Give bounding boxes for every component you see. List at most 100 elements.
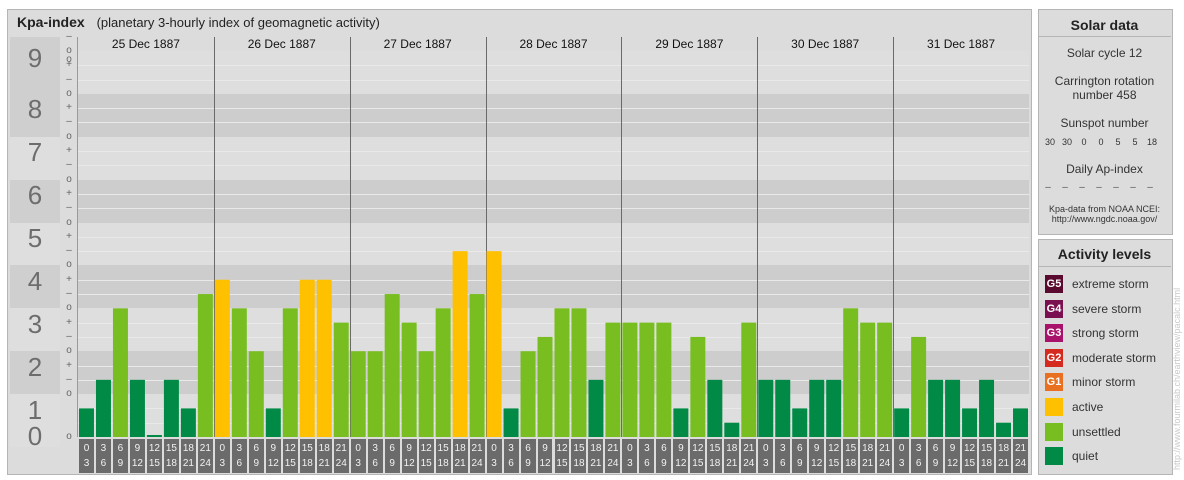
interval-end: 12 xyxy=(539,458,551,469)
interval-end: 24 xyxy=(471,458,483,469)
kp-band-4 xyxy=(78,222,1029,266)
sub-tick-mark: o xyxy=(66,388,72,400)
time-interval-cell: 12 15 xyxy=(418,439,434,473)
time-interval-cell: 18 21 xyxy=(180,439,196,473)
interval-start: 3 xyxy=(915,443,922,454)
grid-line xyxy=(78,251,1029,253)
y-tick-label: 6 xyxy=(27,180,43,211)
legend-label: quiet xyxy=(1072,449,1099,464)
interval-start: 12 xyxy=(420,443,432,454)
interval-start: 18 xyxy=(318,443,330,454)
sub-tick-mark: + xyxy=(66,187,72,199)
time-interval-cell: 18 21 xyxy=(996,439,1011,473)
sub-tick-mark: – xyxy=(66,330,72,342)
time-interval-cell: 21 24 xyxy=(469,439,485,473)
interval-start: 18 xyxy=(726,443,738,454)
interval-end: 21 xyxy=(590,458,602,469)
interval-start: 21 xyxy=(335,443,347,454)
time-interval-cell: 18 21 xyxy=(860,439,876,473)
solar-data-heading: Solar data xyxy=(1070,17,1139,33)
interval-end: 3 xyxy=(627,458,633,469)
grid-line xyxy=(78,236,1029,238)
grid-line xyxy=(78,208,1029,210)
grid-line xyxy=(78,151,1029,153)
interval-end: 18 xyxy=(845,458,857,469)
interval-start: 15 xyxy=(709,443,721,454)
legend-label: extreme storm xyxy=(1072,277,1149,291)
interval-start: 21 xyxy=(471,443,483,454)
interval-start: 3 xyxy=(372,443,378,454)
sub-tick-mark: + xyxy=(66,359,72,371)
sub-tick-mark: o xyxy=(66,87,72,99)
grid-line xyxy=(78,379,1029,381)
interval-start: 6 xyxy=(389,443,395,454)
interval-end: 9 xyxy=(525,458,531,469)
time-interval-cell: 9 12 xyxy=(401,439,417,473)
interval-start: 3 xyxy=(644,443,650,454)
interval-end: 9 xyxy=(661,458,667,469)
interval-start: 0 xyxy=(219,443,226,454)
legend-label: minor storm xyxy=(1072,375,1136,390)
interval-start: 15 xyxy=(980,443,993,454)
interval-end: 12 xyxy=(267,458,279,469)
time-interval-cell: 12 15 xyxy=(146,439,162,473)
kp-axis-cell xyxy=(10,93,60,137)
time-interval-cell: 15 18 xyxy=(843,439,859,473)
interval-start: 12 xyxy=(963,443,976,454)
interval-start: 21 xyxy=(607,443,619,454)
interval-end: 15 xyxy=(828,458,840,469)
interval-start: 0 xyxy=(355,443,361,454)
time-interval-cell: 9 12 xyxy=(129,439,145,473)
interval-end: 18 xyxy=(573,458,585,469)
interval-end: 6 xyxy=(100,458,107,469)
sub-tick-mark: + xyxy=(66,145,72,157)
sub-tick-mark: o xyxy=(66,173,72,185)
solar-data-panel xyxy=(1038,9,1173,235)
time-interval-cell: 15 18 xyxy=(571,439,587,473)
interval-end: 15 xyxy=(148,458,160,469)
activity-levels-heading: Activity levels xyxy=(1057,246,1152,262)
legend-swatch: G3 xyxy=(1045,324,1063,343)
time-interval-cell: 18 21 xyxy=(588,439,604,473)
time-interval-cell: 15 18 xyxy=(163,439,179,473)
sub-tick-mark: + xyxy=(66,59,72,71)
day-divider xyxy=(485,37,487,437)
time-interval-cell: 12 15 xyxy=(554,439,570,473)
interval-start: 18 xyxy=(454,443,466,454)
interval-start: 6 xyxy=(117,443,124,454)
sub-tick-mark: o xyxy=(66,130,72,142)
interval-start: 12 xyxy=(148,443,160,454)
sub-tick-mark: – xyxy=(66,202,72,214)
carrington-line2: number 458 xyxy=(1072,88,1137,102)
legend-label: severe storm xyxy=(1072,301,1142,316)
legend-swatch: G1 xyxy=(1045,373,1063,392)
y-tick-label: 1 xyxy=(27,394,43,425)
interval-end: 3 xyxy=(355,458,361,469)
sub-tick-mark: – xyxy=(66,73,72,85)
interval-start: 0 xyxy=(83,443,90,454)
interval-end: 15 xyxy=(420,458,432,469)
kp-band-3 xyxy=(78,265,1029,309)
interval-start: 18 xyxy=(590,443,602,454)
sunspot-value: 30 xyxy=(1061,137,1072,147)
interval-end: 15 xyxy=(556,458,568,469)
time-interval-cell: 12 15 xyxy=(826,439,842,473)
grid-line xyxy=(78,322,1029,324)
time-interval-cell: 21 24 xyxy=(877,439,893,473)
grid-line xyxy=(78,122,1029,124)
interval-end: 6 xyxy=(779,458,786,469)
ap-value: – xyxy=(1079,182,1085,193)
interval-end: 24 xyxy=(335,458,347,469)
interval-start: 6 xyxy=(525,443,531,454)
grid-line xyxy=(78,365,1029,367)
interval-end: 9 xyxy=(389,458,395,469)
